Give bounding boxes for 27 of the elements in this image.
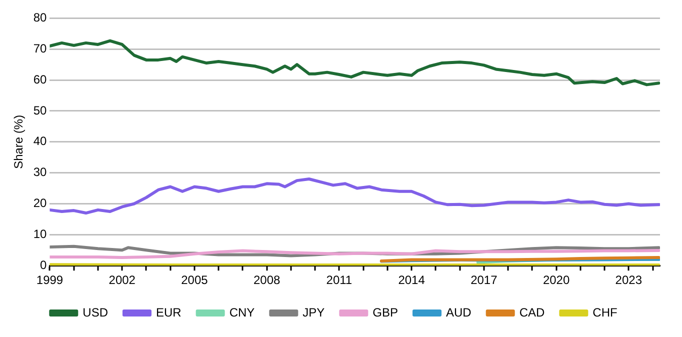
y-axis-title: Share (%) — [12, 114, 26, 169]
y-tick-label: 60 — [33, 72, 48, 86]
legend-label: JPY — [302, 305, 325, 320]
x-tick-label: 2020 — [542, 273, 570, 288]
x-tick-label: 2008 — [253, 273, 281, 288]
x-tick-label: 2011 — [326, 273, 352, 288]
y-tick-label: 80 — [33, 10, 48, 25]
y-tick-label: 30 — [33, 165, 48, 180]
y-tick-label: 0 — [40, 258, 48, 272]
legend-label: AUD — [446, 305, 472, 320]
x-tick-label: 2002 — [108, 273, 136, 288]
legend-label: CHF — [592, 305, 618, 320]
y-tick-label: 70 — [33, 41, 48, 56]
x-tick-label: 2014 — [398, 273, 426, 288]
x-tick-label: 2017 — [470, 273, 498, 288]
legend-label: CAD — [519, 305, 546, 320]
legend-label: GBP — [372, 305, 398, 320]
x-tick-label: 1999 — [36, 273, 64, 288]
legend-label: USD — [82, 305, 108, 320]
y-tick-label: 40 — [33, 134, 48, 148]
x-tick-label: 2005 — [181, 273, 208, 288]
y-tick-label: 20 — [33, 196, 48, 210]
legend-label: CNY — [229, 305, 255, 320]
legend-label: EUR — [156, 305, 182, 320]
y-tick-label: 10 — [33, 226, 48, 241]
x-tick-label: 2023 — [615, 273, 642, 288]
y-tick-label: 50 — [33, 103, 48, 118]
